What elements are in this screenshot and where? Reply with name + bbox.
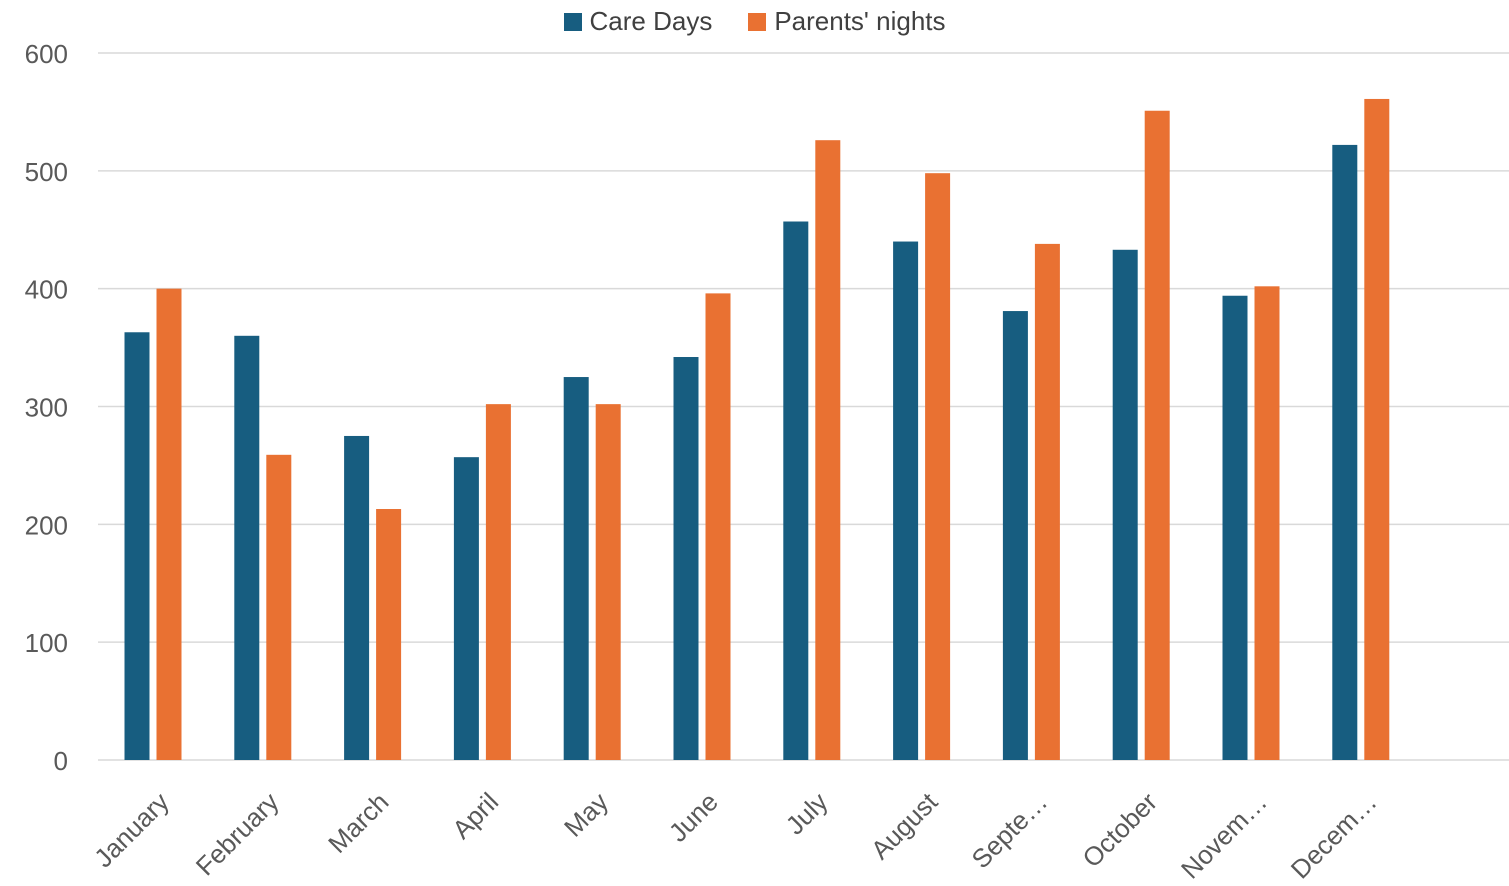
bar-parents-nights <box>925 173 951 760</box>
x-tick-label: April <box>446 787 504 845</box>
y-tick-label: 200 <box>25 510 68 540</box>
bar-parents-nights <box>815 140 841 761</box>
bar-parents-nights <box>1034 243 1060 760</box>
y-tick-label: 0 <box>54 746 68 776</box>
legend-label-parents-nights: Parents' nights <box>774 6 946 36</box>
bar-care-days <box>1332 144 1358 760</box>
legend-item-care-days: Care Days <box>563 6 713 37</box>
bar-parents-nights <box>1144 110 1170 760</box>
bar-care-days <box>124 332 150 760</box>
legend: Care Days Parents' nights <box>0 6 1509 37</box>
bar-care-days <box>234 335 260 760</box>
bar-care-days <box>1222 295 1248 760</box>
x-tick-label: June <box>663 787 724 848</box>
bar-parents-nights <box>1364 98 1390 760</box>
bar-parents-nights <box>485 404 511 760</box>
y-tick-label: 300 <box>25 393 68 423</box>
bar-care-days <box>453 457 479 760</box>
x-tick-label: Novem… <box>1175 787 1273 885</box>
bar-care-days <box>893 241 919 761</box>
x-tick-label: March <box>322 787 394 859</box>
x-tick-label: February <box>190 787 285 882</box>
x-tick-label: October <box>1076 786 1163 873</box>
legend-swatch-parents-nights <box>748 12 767 31</box>
y-tick-label: 600 <box>25 39 68 69</box>
legend-item-parents-nights: Parents' nights <box>748 6 946 37</box>
x-tick-label: August <box>865 786 944 865</box>
bar-care-days <box>1112 249 1138 760</box>
legend-label-care-days: Care Days <box>589 6 713 36</box>
x-tick-label: Septe… <box>966 787 1054 875</box>
bar-care-days <box>563 377 589 760</box>
bar-care-days <box>1002 311 1028 760</box>
bar-parents-nights <box>376 509 402 760</box>
bar-care-days <box>673 357 699 760</box>
bar-parents-nights <box>705 293 731 760</box>
bar-parents-nights <box>266 454 292 760</box>
y-tick-label: 400 <box>25 275 68 305</box>
bar-care-days <box>344 435 370 760</box>
x-tick-label: July <box>780 787 834 841</box>
x-tick-label: Decem… <box>1285 787 1383 885</box>
legend-swatch-care-days <box>563 12 582 31</box>
y-tick-label: 100 <box>25 628 68 658</box>
bar-parents-nights <box>595 404 621 760</box>
bar-care-days <box>783 221 809 761</box>
x-tick-label: May <box>558 787 614 843</box>
x-tick-label: January <box>88 787 175 874</box>
bar-parents-nights <box>1254 286 1280 760</box>
bar-parents-nights <box>156 288 182 760</box>
y-tick-label: 500 <box>25 157 68 187</box>
